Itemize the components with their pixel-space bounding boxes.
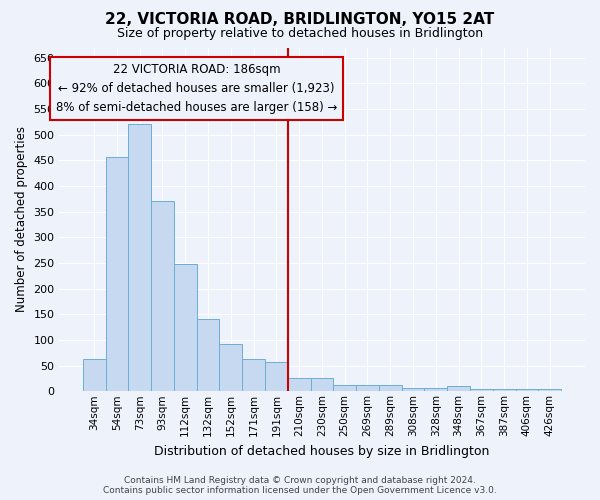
Bar (356, 385, 379, 392)
Y-axis label: Number of detached properties: Number of detached properties (15, 126, 28, 312)
Bar (288, 378, 311, 392)
Bar (470, 389, 493, 392)
Text: 22, VICTORIA ROAD, BRIDLINGTON, YO15 2AT: 22, VICTORIA ROAD, BRIDLINGTON, YO15 2AT (106, 12, 494, 28)
Bar (424, 388, 447, 392)
Bar (242, 360, 265, 392)
Bar (515, 389, 538, 392)
Bar (538, 389, 561, 392)
Bar (197, 320, 220, 392)
Bar (83, 360, 106, 392)
Bar (311, 378, 334, 392)
Bar (106, 157, 128, 392)
Text: 22 VICTORIA ROAD: 186sqm
← 92% of detached houses are smaller (1,923)
8% of semi: 22 VICTORIA ROAD: 186sqm ← 92% of detach… (56, 63, 337, 114)
Bar (174, 264, 197, 392)
Bar (447, 386, 470, 392)
Bar (151, 202, 174, 392)
Text: Size of property relative to detached houses in Bridlington: Size of property relative to detached ho… (117, 28, 483, 40)
Bar (265, 362, 288, 392)
Bar (334, 385, 356, 392)
Bar (220, 344, 242, 392)
Bar (493, 389, 515, 392)
Bar (128, 124, 151, 392)
Text: Contains HM Land Registry data © Crown copyright and database right 2024.
Contai: Contains HM Land Registry data © Crown c… (103, 476, 497, 495)
Bar (401, 388, 424, 392)
X-axis label: Distribution of detached houses by size in Bridlington: Distribution of detached houses by size … (154, 444, 490, 458)
Bar (379, 385, 401, 392)
